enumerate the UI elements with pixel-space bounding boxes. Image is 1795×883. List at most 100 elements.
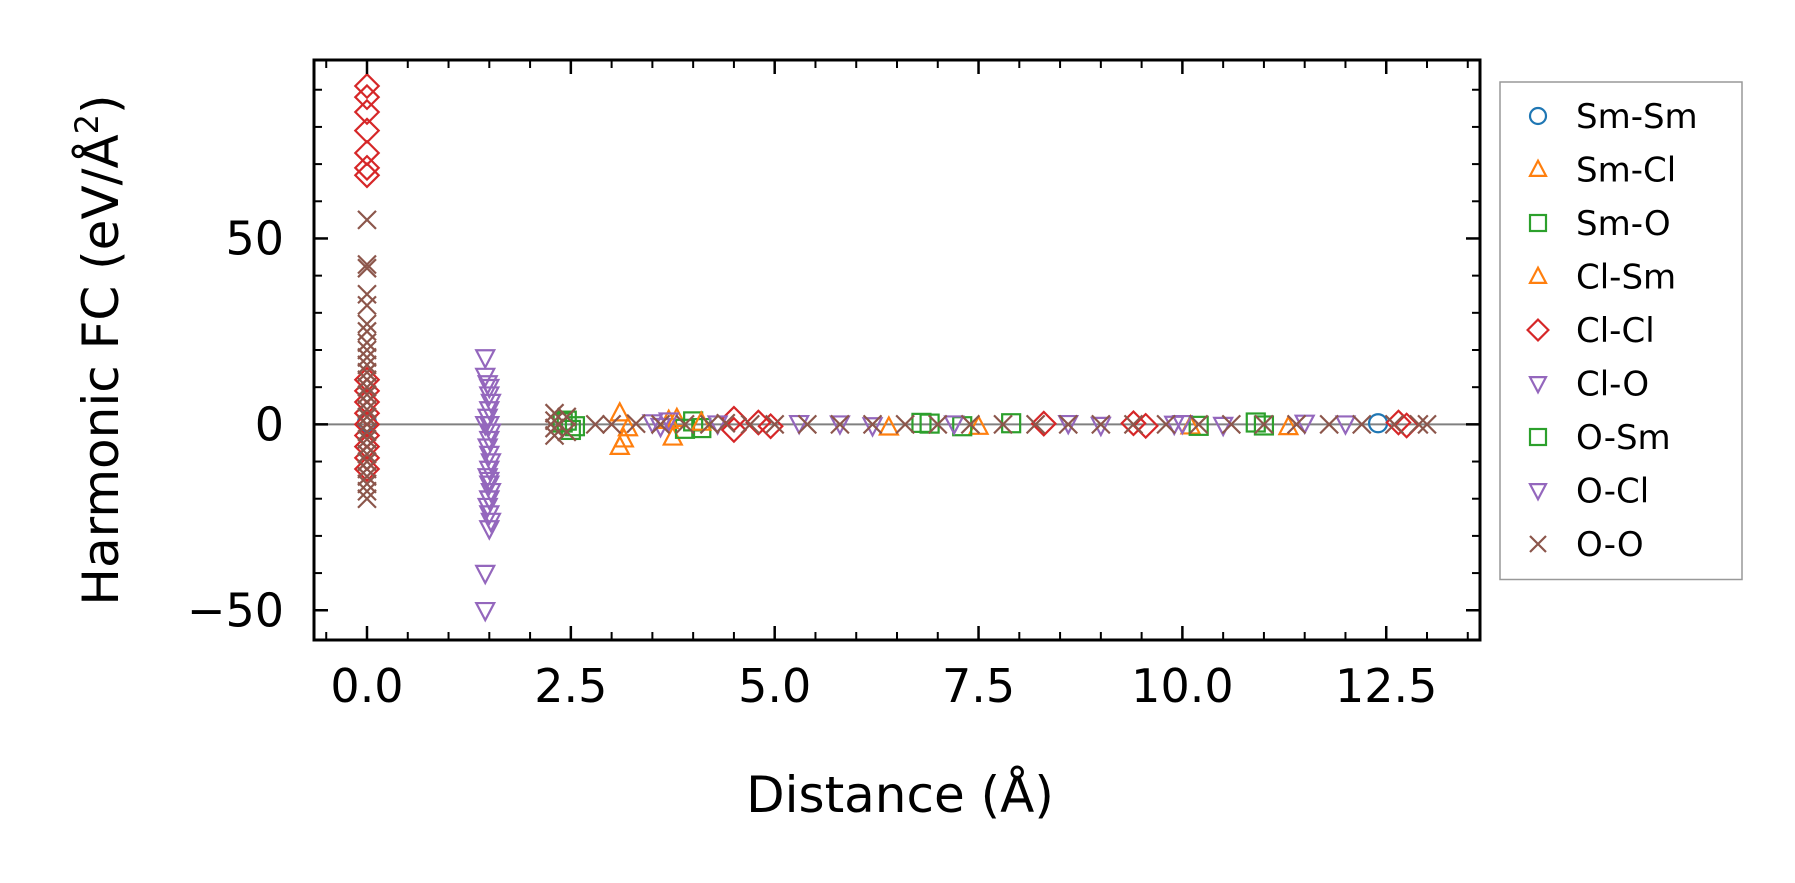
data-point [544,403,565,423]
legend: Sm-Sm Sm-Cl Sm-O Cl-Sm Cl-Cl Cl-O O-Sm O-Cl O-O [1499,81,1743,581]
y-tick-label: 50 [225,211,284,265]
data-point [1417,414,1437,435]
data-point [478,430,501,452]
series-o-sm [556,410,1275,437]
x-tick-label: 7.5 [942,659,1015,713]
data-point [650,414,671,435]
data-point [675,414,695,435]
data-point [745,409,772,436]
data-point [1090,416,1112,438]
data-point [830,414,850,435]
data-point [960,414,981,435]
data-point [357,332,377,353]
legend-entry: O-O [1529,525,1644,565]
data-point [357,429,377,450]
data-point [1221,414,1242,435]
x-axis-label: Distance (Å) [746,766,1054,824]
legend-marker [1528,158,1548,177]
data-point [474,601,497,623]
data-point [613,426,635,448]
y-tick-label: −50 [187,583,284,637]
data-point [357,466,377,487]
data-point [357,362,377,383]
legend-entry: O-Cl [1528,472,1649,512]
data-point [353,154,381,182]
legend-label: O-Cl [1576,472,1649,512]
y-axis-label-superscript: 2 [68,114,106,134]
data-point [993,414,1013,435]
data-point [357,444,377,464]
data-point [1319,414,1339,435]
data-point [357,474,377,494]
data-point [357,377,377,397]
axes: 0.0 2.5 5.0 7.5 10.0 12.5 −50 0 50 [187,58,1482,713]
data-point [478,445,501,467]
x-tick-label: 12.5 [1335,659,1437,713]
data-point [357,355,377,375]
legend-entry: Cl-Cl [1526,311,1655,351]
data-point [878,415,900,436]
series-cl-o [474,349,1357,623]
data-point [357,392,377,412]
data-point [911,412,932,433]
data-point [476,438,499,459]
data-point [1277,414,1300,436]
legend-entry: Sm-O [1528,204,1671,244]
legend-label: O-Sm [1576,418,1671,458]
data-point [1058,414,1079,435]
data-point [353,98,381,126]
data-point [357,422,377,442]
data-point [1367,413,1389,434]
data-point [1254,414,1274,435]
data-point [1384,414,1405,435]
data-point [478,475,501,497]
data-point [474,564,497,586]
data-point [357,295,377,316]
data-point [478,471,501,493]
data-point [478,386,501,407]
data-point [357,258,377,278]
y-axis-label-close: ) [72,94,130,114]
legend-label: Sm-O [1576,204,1671,244]
plot-area [314,72,1480,623]
data-point [661,425,684,446]
data-point [478,490,501,511]
data-point [478,401,501,422]
data-point [353,162,381,189]
legend-marker [1528,483,1548,502]
data-point [480,393,502,415]
legend-label: Sm-Cl [1576,151,1676,191]
data-point [895,414,915,435]
data-point [357,459,377,479]
data-point [353,139,381,167]
data-point [699,414,720,435]
data-point [1188,414,1209,435]
legend-label: Cl-O [1576,365,1649,405]
legend-entry: O-Sm [1528,418,1671,458]
data-point [861,417,884,438]
data-point [476,497,499,519]
data-point [601,414,622,435]
data-point [357,414,377,435]
data-point [357,254,377,275]
data-point [478,460,501,482]
data-point [720,416,748,444]
y-axis-label-main: Harmonic FC (eV/Å [72,134,130,605]
legend-marker [1528,106,1548,126]
x-tick-label: 5.0 [738,659,811,713]
data-point [357,488,377,509]
data-point [1334,415,1357,436]
data-point [740,414,761,435]
data-point [357,210,377,230]
data-point [1188,415,1209,436]
data-point [480,482,502,504]
data-point [357,407,377,427]
legend-marker [1529,535,1547,553]
data-point [1123,414,1144,435]
data-point [480,453,502,474]
legend-marker [1526,318,1550,342]
legend-entry: Cl-O [1528,365,1649,405]
data-point [357,314,377,334]
data-point [626,413,646,434]
